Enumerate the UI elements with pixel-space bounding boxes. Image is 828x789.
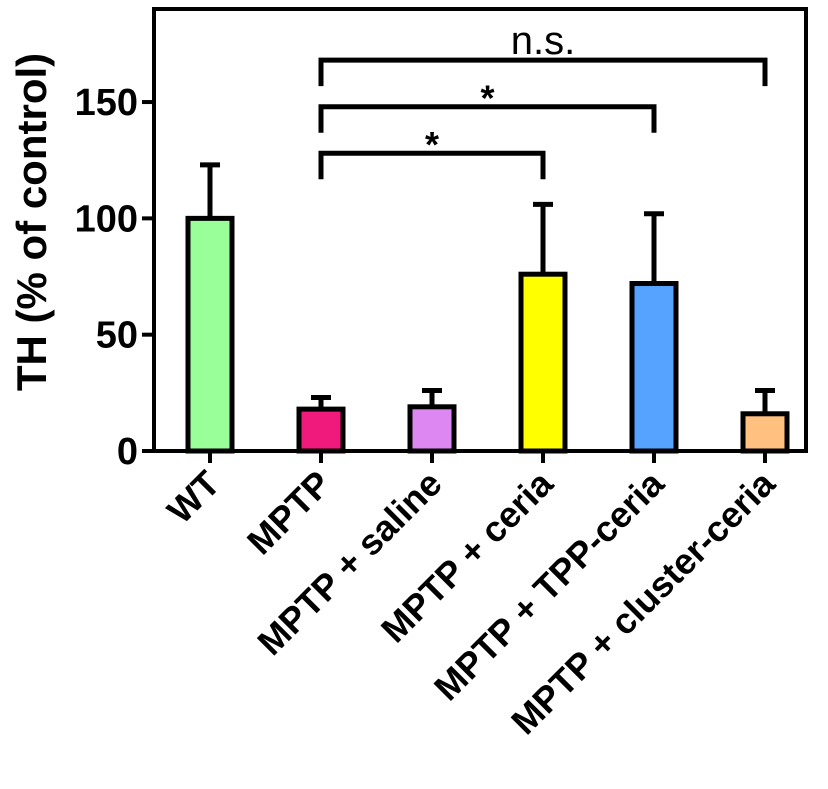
bar-2 <box>296 406 346 454</box>
significance-label-1: * <box>425 124 439 165</box>
error-bars <box>200 162 775 414</box>
y-tick-label-0: 0 <box>117 431 138 473</box>
bars <box>185 215 790 454</box>
plot-frame <box>152 7 808 453</box>
y-axis-title: TH (% of control) <box>8 53 55 391</box>
y-tick-label-50: 50 <box>96 315 138 357</box>
significance-label-2: * <box>480 78 494 119</box>
significance-bracket-1 <box>318 150 546 180</box>
x-tick-label-2: MPTP <box>239 463 339 563</box>
significance-bracket-3 <box>318 57 768 87</box>
y-axis-title-group: TH (% of control) <box>8 53 55 391</box>
bar-1 <box>185 215 235 454</box>
x-tick-label-1: WT <box>159 463 228 532</box>
bar-6 <box>740 411 790 454</box>
significance-brackets: * * n.s. <box>318 19 768 180</box>
bar-5 <box>629 281 679 454</box>
y-tick-label-100: 100 <box>75 198 138 240</box>
y-tick-label-150: 150 <box>75 82 138 124</box>
bar-3 <box>407 404 457 454</box>
significance-bracket-2 <box>318 104 657 133</box>
significance-label-3: n.s. <box>511 19 575 63</box>
bar-4 <box>518 271 568 454</box>
y-axis-ticks: 0 50 100 150 <box>75 82 154 473</box>
